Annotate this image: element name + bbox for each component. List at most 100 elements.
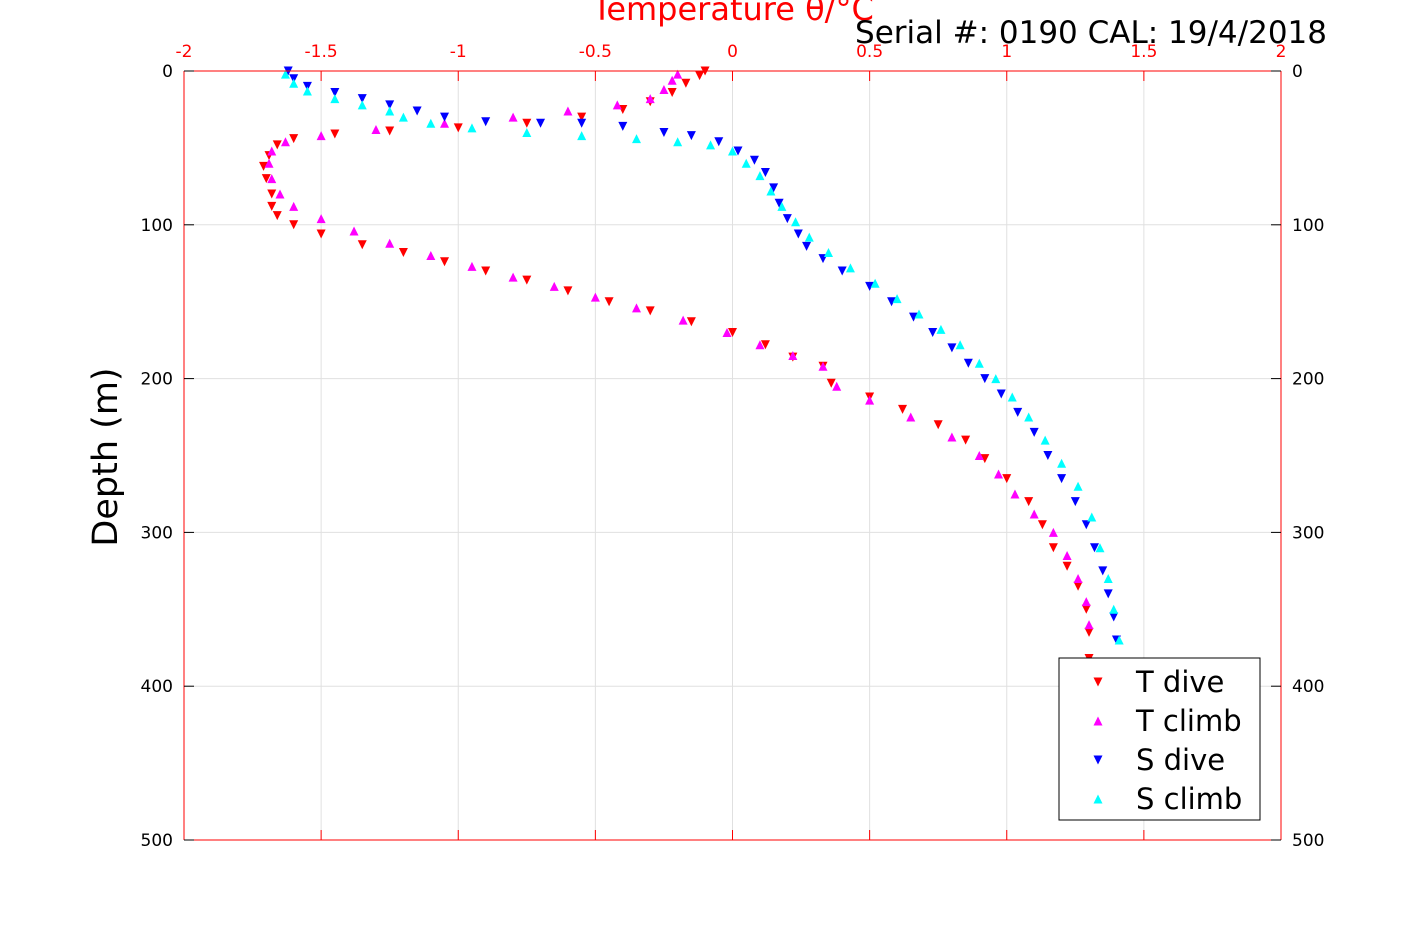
- data-point: [845, 263, 855, 273]
- data-point: [1081, 604, 1091, 614]
- data-point: [994, 469, 1004, 479]
- data-point: [777, 201, 787, 211]
- data-point: [302, 86, 312, 96]
- legend-marker: [1093, 716, 1103, 726]
- data-point: [522, 128, 532, 138]
- legend-label: T climb: [1135, 704, 1242, 738]
- x-tick-label: -1.5: [305, 42, 338, 62]
- data-point: [1048, 543, 1058, 553]
- data-point: [980, 374, 990, 384]
- data-point: [749, 155, 759, 165]
- data-point: [357, 94, 367, 104]
- data-point: [1087, 512, 1097, 522]
- data-point: [823, 247, 833, 257]
- data-point: [412, 106, 422, 116]
- data-point: [289, 201, 299, 211]
- data-point: [947, 432, 957, 442]
- data-point: [261, 174, 271, 184]
- legend-label: S climb: [1136, 782, 1242, 816]
- data-point: [272, 140, 282, 150]
- data-point: [1103, 589, 1113, 599]
- data-point: [1073, 481, 1083, 491]
- data-point: [1095, 543, 1105, 553]
- data-point: [330, 94, 340, 104]
- data-point: [590, 292, 600, 302]
- data-point: [933, 420, 943, 430]
- data-point: [508, 272, 518, 282]
- data-point: [563, 106, 573, 116]
- data-point: [1103, 574, 1113, 584]
- data-point: [467, 123, 477, 133]
- data-point: [1090, 543, 1100, 553]
- y-tick-label-left: 300: [141, 523, 173, 543]
- y-tick-label-right: 0: [1292, 62, 1303, 82]
- data-point: [914, 309, 924, 319]
- data-point: [909, 312, 919, 322]
- data-point: [316, 229, 326, 239]
- data-point: [1070, 497, 1080, 507]
- data-point: [961, 435, 971, 445]
- data-point: [1007, 392, 1017, 402]
- data-point: [289, 220, 299, 230]
- data-point: [673, 137, 683, 147]
- data-point: [722, 327, 732, 337]
- data-point: [398, 247, 408, 257]
- data-point: [667, 88, 677, 98]
- data-point: [330, 88, 340, 98]
- data-point: [1084, 620, 1094, 630]
- data-point: [577, 112, 587, 122]
- data-point: [371, 124, 381, 134]
- data-point: [788, 351, 798, 361]
- data-point: [1043, 451, 1053, 460]
- x-tick-label: -0.5: [579, 42, 612, 62]
- data-point: [349, 226, 359, 236]
- data-point: [865, 281, 875, 291]
- data-point: [280, 69, 290, 79]
- data-point: [963, 358, 973, 368]
- data-point: [673, 69, 683, 79]
- data-point: [440, 112, 450, 122]
- data-point: [563, 286, 573, 296]
- data-point: [706, 140, 716, 150]
- legend-label: S dive: [1136, 743, 1225, 777]
- data-point: [1029, 427, 1039, 437]
- data-point: [289, 74, 299, 84]
- data-point: [1024, 497, 1034, 507]
- data-point: [887, 297, 897, 307]
- data-point: [1073, 581, 1083, 591]
- data-point: [440, 257, 450, 267]
- data-point: [832, 381, 842, 391]
- data-point: [645, 306, 655, 316]
- data-point: [453, 123, 463, 133]
- data-point: [1109, 604, 1119, 614]
- legend: T dive T climb S dive S climb: [1058, 657, 1261, 821]
- data-point: [1037, 520, 1047, 530]
- data-point: [316, 214, 326, 224]
- data-point: [678, 315, 688, 325]
- y-tick-label-left: 0: [162, 62, 173, 82]
- legend-marker: [1093, 755, 1103, 765]
- data-point: [741, 158, 751, 168]
- data-point: [357, 240, 367, 250]
- y-tick-label-right: 300: [1292, 523, 1324, 543]
- data-point: [604, 297, 614, 307]
- data-point: [1057, 458, 1067, 468]
- data-point: [289, 78, 299, 88]
- data-point: [695, 71, 705, 81]
- y-tick-label-left: 500: [141, 831, 173, 851]
- y-tick-label-left: 100: [141, 216, 173, 236]
- data-point: [264, 158, 274, 168]
- data-point: [755, 340, 765, 350]
- y-tick-label-right: 400: [1292, 677, 1324, 697]
- data-point: [837, 266, 847, 276]
- data-point: [681, 78, 691, 88]
- data-point: [906, 412, 916, 422]
- data-point: [481, 117, 491, 127]
- legend-box: [1058, 657, 1261, 821]
- data-point: [659, 128, 669, 138]
- y-tick-label-right: 100: [1292, 216, 1324, 236]
- data-point: [522, 275, 532, 285]
- data-point: [1081, 597, 1091, 607]
- data-point: [632, 134, 642, 144]
